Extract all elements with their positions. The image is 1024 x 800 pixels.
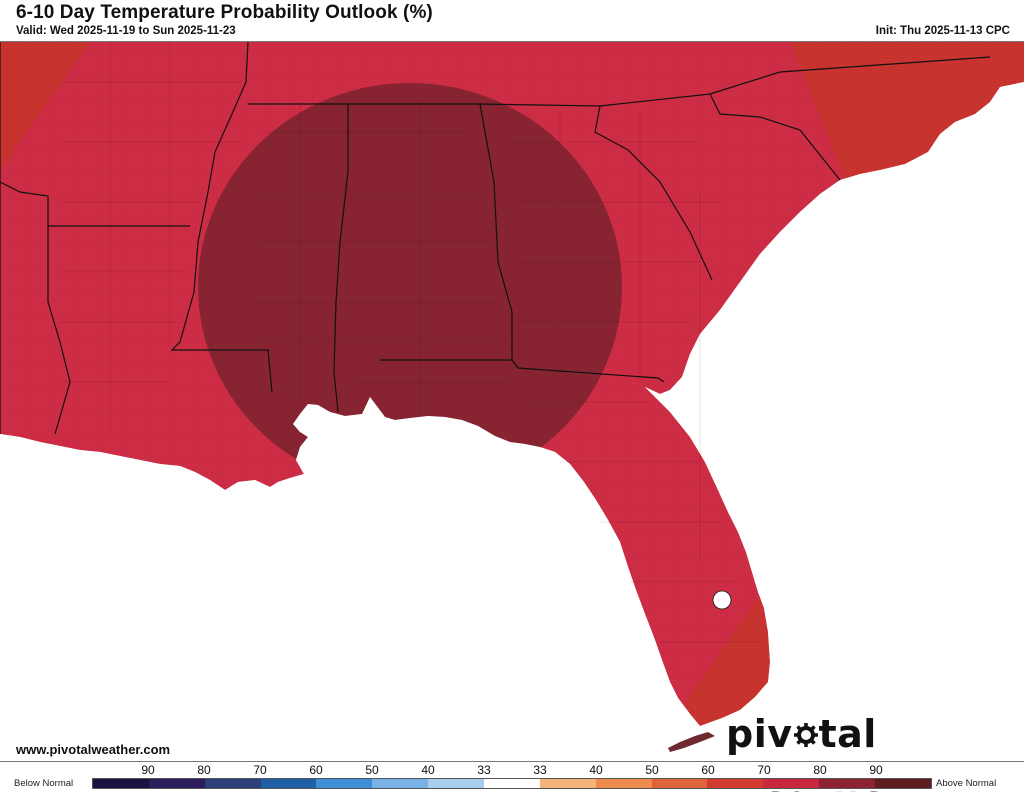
init-time: Init: Thu 2025-11-13 CPC <box>875 25 1010 37</box>
state-boundaries <box>0 42 991 435</box>
legend-tick-label: 60 <box>309 763 323 777</box>
gulf-water <box>0 82 1024 761</box>
legend-swatch <box>763 779 820 788</box>
legend-swatch <box>148 779 205 788</box>
legend-tick-label: 90 <box>869 763 883 777</box>
legend-swatch <box>428 779 485 788</box>
legend-swatch <box>651 779 708 788</box>
legend-swatch <box>707 779 764 788</box>
legend-tick-label: 33 <box>533 763 547 777</box>
legend-colorbar <box>92 778 932 789</box>
legend-tick-label: 50 <box>645 763 659 777</box>
legend-above-label: Above Normal <box>936 778 997 789</box>
legend-tick-label: 40 <box>589 763 603 777</box>
legend-swatch <box>539 779 596 788</box>
website-url: www.pivotalweather.com <box>16 742 171 757</box>
map-panel <box>0 41 1024 762</box>
legend-tick-label: 40 <box>421 763 435 777</box>
cat-90-region-gulf <box>198 83 622 491</box>
legend-tick-label: 80 <box>813 763 827 777</box>
legend-tick-label: 70 <box>253 763 267 777</box>
legend-tick-label: 50 <box>365 763 379 777</box>
forecast-map <box>0 42 1024 761</box>
legend-tick-label: 60 <box>701 763 715 777</box>
legend-swatch <box>204 779 261 788</box>
legend-ticks: 90 80 70 60 50 40 33 33 40 50 60 70 80 90 <box>92 763 932 777</box>
gear-icon <box>793 713 819 747</box>
legend-swatch <box>260 779 317 788</box>
legend-swatch <box>316 779 373 788</box>
legend-tick-label: 33 <box>477 763 491 777</box>
legend-swatch <box>372 779 429 788</box>
page-title: 6-10 Day Temperature Probability Outlook… <box>16 2 433 23</box>
legend-swatch <box>93 779 149 788</box>
valid-period: Valid: Wed 2025-11-19 to Sun 2025-11-23 <box>16 25 236 37</box>
county-lines <box>60 42 760 643</box>
lake-okeechobee <box>712 590 732 610</box>
florida-keys <box>668 732 715 752</box>
legend-swatch <box>595 779 652 788</box>
legend-swatch <box>875 779 931 788</box>
header: 6-10 Day Temperature Probability Outlook… <box>0 0 1024 42</box>
logo-text-part1: piv <box>726 712 793 756</box>
legend-below-label: Below Normal <box>14 778 74 789</box>
legend-tick-label: 80 <box>197 763 211 777</box>
color-legend: Below Normal 90 80 70 60 50 40 33 33 40 50 60 70 80 9… <box>0 762 1024 791</box>
legend-tick-label: 70 <box>757 763 771 777</box>
legend-swatch <box>484 779 540 788</box>
legend-swatch <box>819 779 876 788</box>
legend-tick-label: 90 <box>141 763 155 777</box>
